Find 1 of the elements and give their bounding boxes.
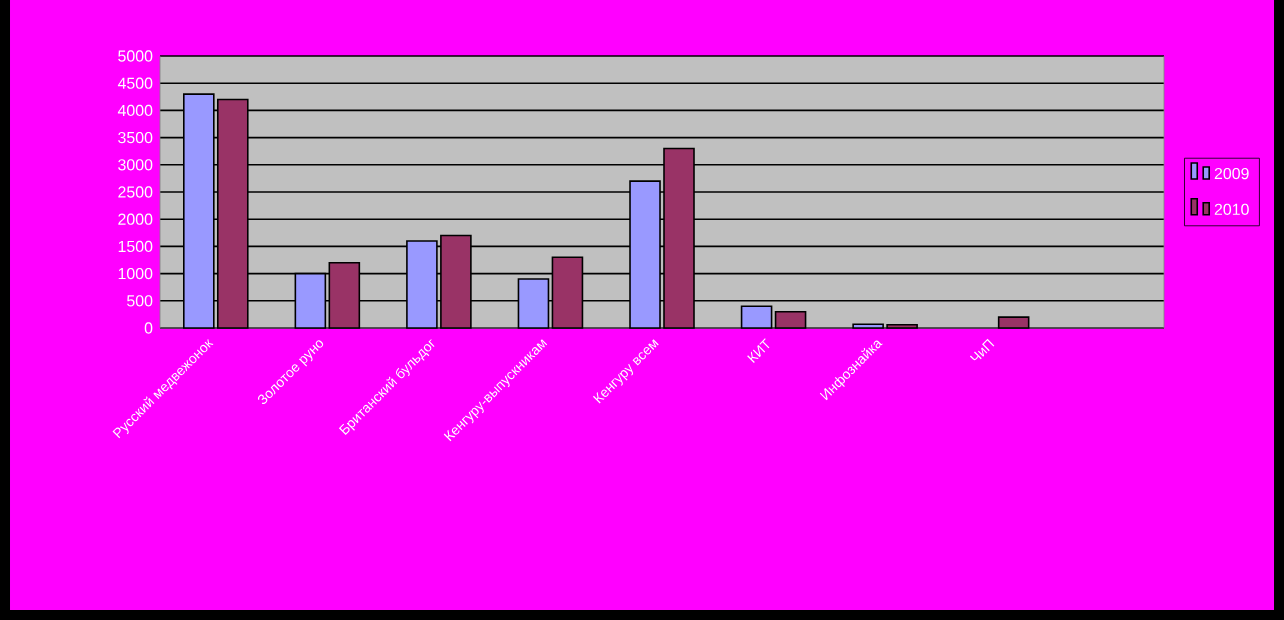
bar [997,316,1030,329]
